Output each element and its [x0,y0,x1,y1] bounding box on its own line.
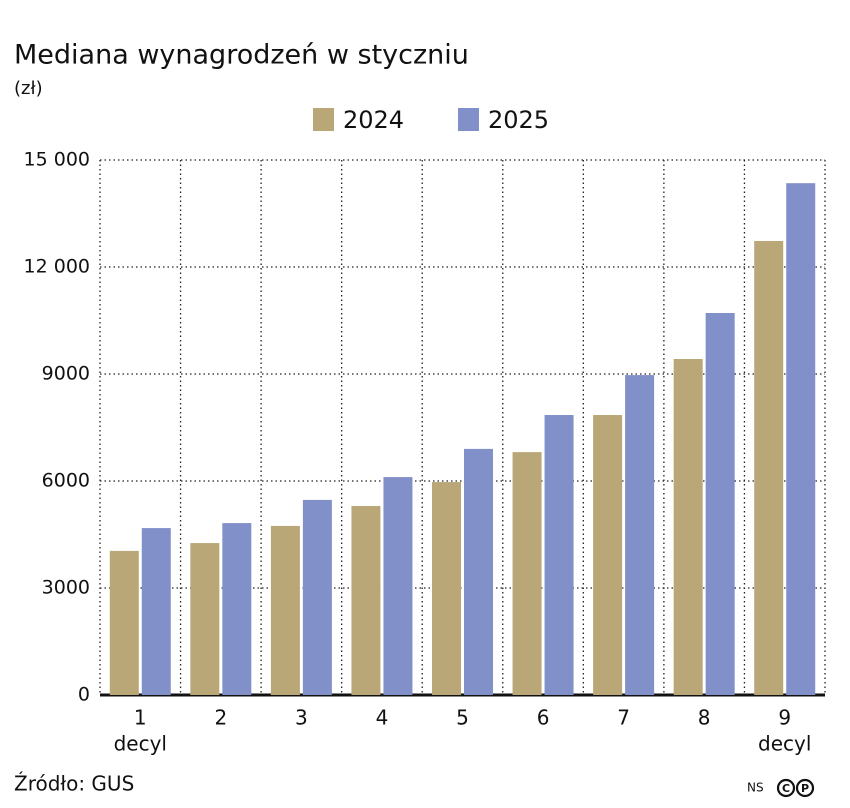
bar [705,313,735,695]
y-tick-label: 6000 [42,470,90,492]
x-tick-label: 6 [537,706,550,730]
credit-icon-letter: C [782,782,790,795]
y-tick-label: 0 [78,684,90,706]
x-tick-label: 1 [134,706,147,730]
credit: NS [747,781,764,795]
bar [383,477,413,695]
bar [754,240,784,696]
x-tick-label: 8 [698,706,711,730]
x-axis-label: decyl [758,732,811,756]
bar [109,550,139,695]
legend-swatch [313,108,334,131]
x-tick-label: 9 [778,706,791,730]
bar [464,448,493,695]
y-tick-label: 3000 [42,577,90,599]
chart-subtitle: (zł) [14,78,43,99]
credit-icon [795,778,815,798]
source: Źródło: GUS [14,772,134,796]
bar [593,415,623,695]
y-tick-label: 15 000 [24,149,90,171]
bar [673,359,703,695]
x-axis-label: decyl [114,732,167,756]
credit-icon-letter: P [801,782,809,795]
y-tick-label: 9000 [42,363,90,385]
credit-icon [776,778,796,798]
bar [512,452,542,695]
bar [190,543,220,695]
bar [222,523,252,695]
bar [544,415,574,695]
bar [270,525,300,695]
bar [141,528,171,695]
legend-label: 2025 [488,106,549,134]
bar [432,482,461,695]
x-tick-label: 5 [456,706,469,730]
bar [786,183,816,695]
legend-label: 2024 [343,106,404,134]
bar [302,499,332,695]
x-tick-label: 2 [214,706,227,730]
x-tick-label: 7 [617,706,630,730]
legend-swatch [458,108,479,131]
x-tick-label: 3 [295,706,308,730]
bar [351,505,381,695]
bar [625,375,655,695]
y-tick-label: 12 000 [24,256,90,278]
x-tick-label: 4 [376,706,389,730]
chart-title: Mediana wynagrodzeń w styczniu [14,40,469,71]
